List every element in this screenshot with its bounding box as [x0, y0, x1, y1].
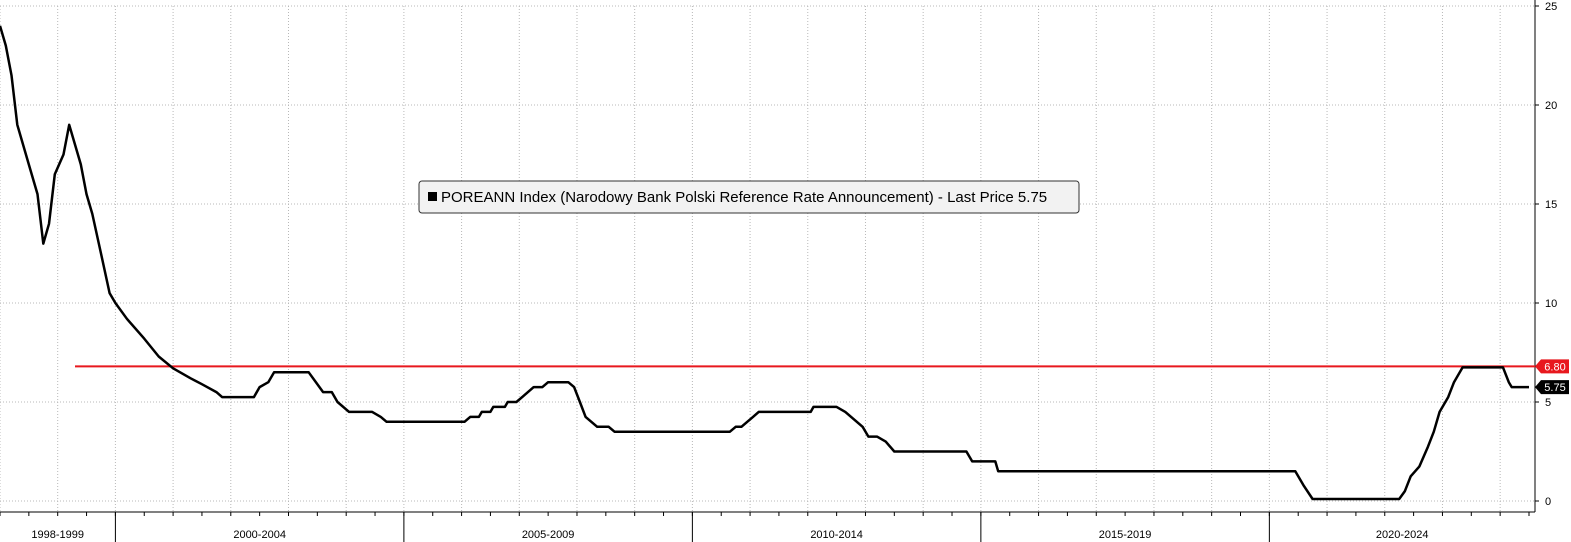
- grid: [0, 5, 1535, 512]
- y-tick-label: 0: [1545, 496, 1551, 508]
- y-tick-label: 20: [1545, 100, 1557, 112]
- last-price-badge: 5.75: [1535, 380, 1569, 395]
- legend: POREANN Index (Narodowy Bank Polski Refe…: [418, 180, 1080, 214]
- y-tick-label: 15: [1545, 199, 1557, 211]
- x-period-label: 1998-1999: [31, 529, 84, 541]
- x-period-label: 2005-2009: [522, 529, 575, 541]
- x-period-label: 2020-2024: [1376, 529, 1429, 541]
- series-line: [0, 25, 1529, 501]
- reference-value-badge-shape: [1535, 359, 1569, 374]
- reference-value-badge-label: 6.80: [1544, 361, 1565, 373]
- y-tick-label: 10: [1545, 298, 1557, 310]
- x-period-label: 2015-2019: [1099, 529, 1152, 541]
- y-tick-label: 25: [1545, 1, 1557, 13]
- x-period-label: 2000-2004: [233, 529, 286, 541]
- y-tick-label: 5: [1545, 397, 1551, 409]
- legend-marker: [428, 192, 437, 201]
- price-badges: 6.80 5.75: [1535, 359, 1569, 395]
- series-group: [0, 25, 1529, 501]
- last-price-badge-shape: [1535, 380, 1569, 395]
- last-price-badge-label: 5.75: [1544, 382, 1565, 394]
- legend-label: POREANN Index (Narodowy Bank Polski Refe…: [441, 189, 1047, 206]
- reference-value-badge: 6.80: [1535, 359, 1569, 374]
- x-period-label: 2010-2014: [810, 529, 863, 541]
- legend-box: [418, 180, 1080, 214]
